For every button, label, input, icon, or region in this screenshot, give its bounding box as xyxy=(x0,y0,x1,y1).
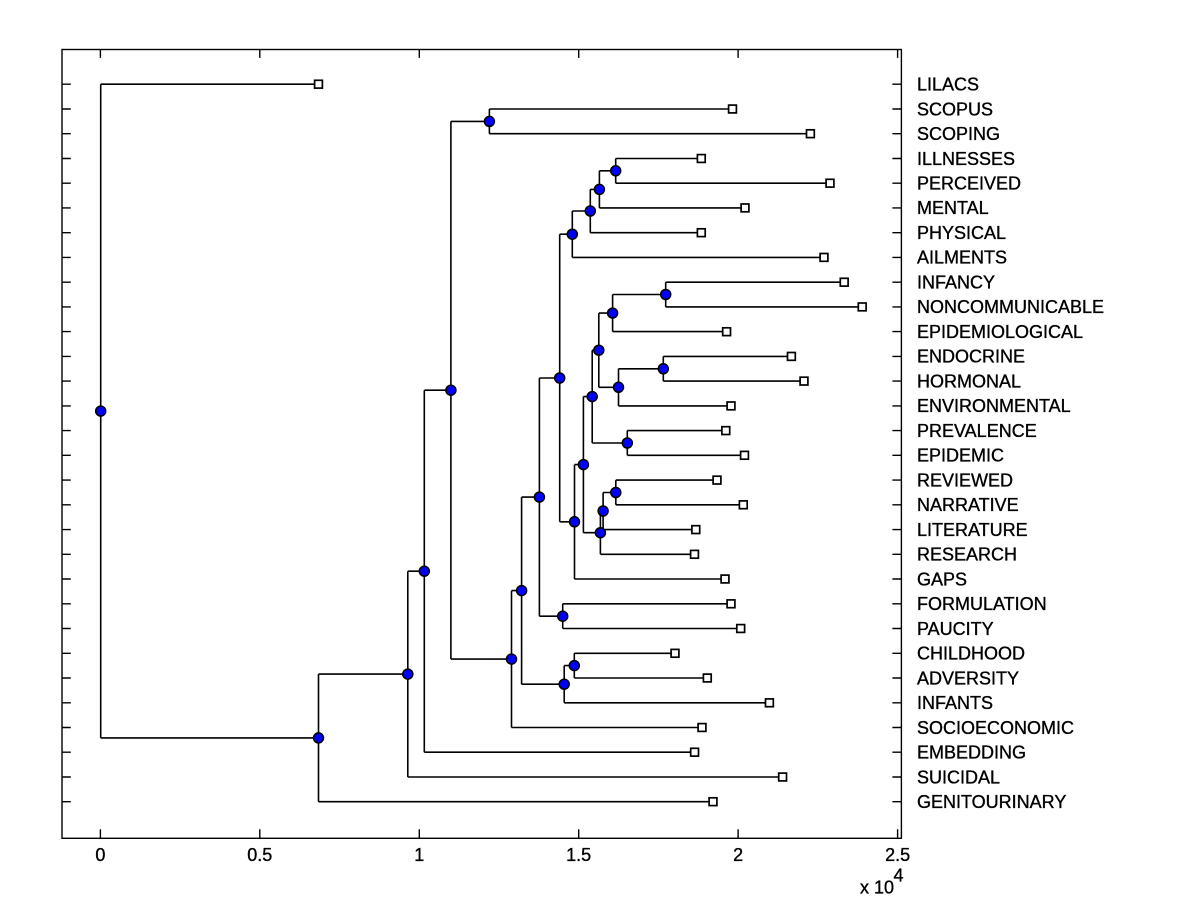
svg-text:NONCOMMUNICABLE: NONCOMMUNICABLE xyxy=(917,297,1104,317)
svg-text:EPIDEMIC: EPIDEMIC xyxy=(917,446,1004,466)
svg-text:4: 4 xyxy=(894,866,904,886)
svg-text:SCOPING: SCOPING xyxy=(917,124,1000,144)
svg-text:HORMONAL: HORMONAL xyxy=(917,371,1021,391)
svg-text:GENITOURINARY: GENITOURINARY xyxy=(917,792,1066,812)
svg-text:PERCEIVED: PERCEIVED xyxy=(917,174,1021,194)
svg-text:ADVERSITY: ADVERSITY xyxy=(917,668,1019,688)
svg-text:SCOPUS: SCOPUS xyxy=(917,99,993,119)
svg-text:EPIDEMIOLOGICAL: EPIDEMIOLOGICAL xyxy=(917,322,1083,342)
svg-text:PHYSICAL: PHYSICAL xyxy=(917,223,1006,243)
svg-text:PAUCITY: PAUCITY xyxy=(917,619,994,639)
svg-text:PREVALENCE: PREVALENCE xyxy=(917,421,1037,441)
svg-text:AILMENTS: AILMENTS xyxy=(917,248,1007,268)
svg-text:2: 2 xyxy=(733,845,743,865)
svg-text:MENTAL: MENTAL xyxy=(917,198,989,218)
svg-text:SUICIDAL: SUICIDAL xyxy=(917,767,1000,787)
svg-text:0.5: 0.5 xyxy=(247,845,272,865)
svg-text:FORMULATION: FORMULATION xyxy=(917,594,1047,614)
svg-text:INFANCY: INFANCY xyxy=(917,273,995,293)
svg-text:RESEARCH: RESEARCH xyxy=(917,545,1017,565)
svg-text:0: 0 xyxy=(95,845,105,865)
svg-text:ENDOCRINE: ENDOCRINE xyxy=(917,347,1025,367)
svg-text:CHILDHOOD: CHILDHOOD xyxy=(917,644,1025,664)
svg-text:GAPS: GAPS xyxy=(917,569,967,589)
svg-text:EMBEDDING: EMBEDDING xyxy=(917,743,1026,763)
svg-text:LILACS: LILACS xyxy=(917,75,979,95)
svg-text:SOCIOECONOMIC: SOCIOECONOMIC xyxy=(917,718,1074,738)
svg-text:INFANTS: INFANTS xyxy=(917,693,993,713)
svg-text:x 10: x 10 xyxy=(860,878,894,898)
svg-text:ENVIRONMENTAL: ENVIRONMENTAL xyxy=(917,396,1071,416)
svg-text:2.5: 2.5 xyxy=(885,845,910,865)
svg-text:ILLNESSES: ILLNESSES xyxy=(917,149,1015,169)
svg-text:NARRATIVE: NARRATIVE xyxy=(917,495,1019,515)
svg-text:1.5: 1.5 xyxy=(566,845,591,865)
svg-text:REVIEWED: REVIEWED xyxy=(917,470,1013,490)
svg-text:1: 1 xyxy=(414,845,424,865)
svg-text:LITERATURE: LITERATURE xyxy=(917,520,1028,540)
